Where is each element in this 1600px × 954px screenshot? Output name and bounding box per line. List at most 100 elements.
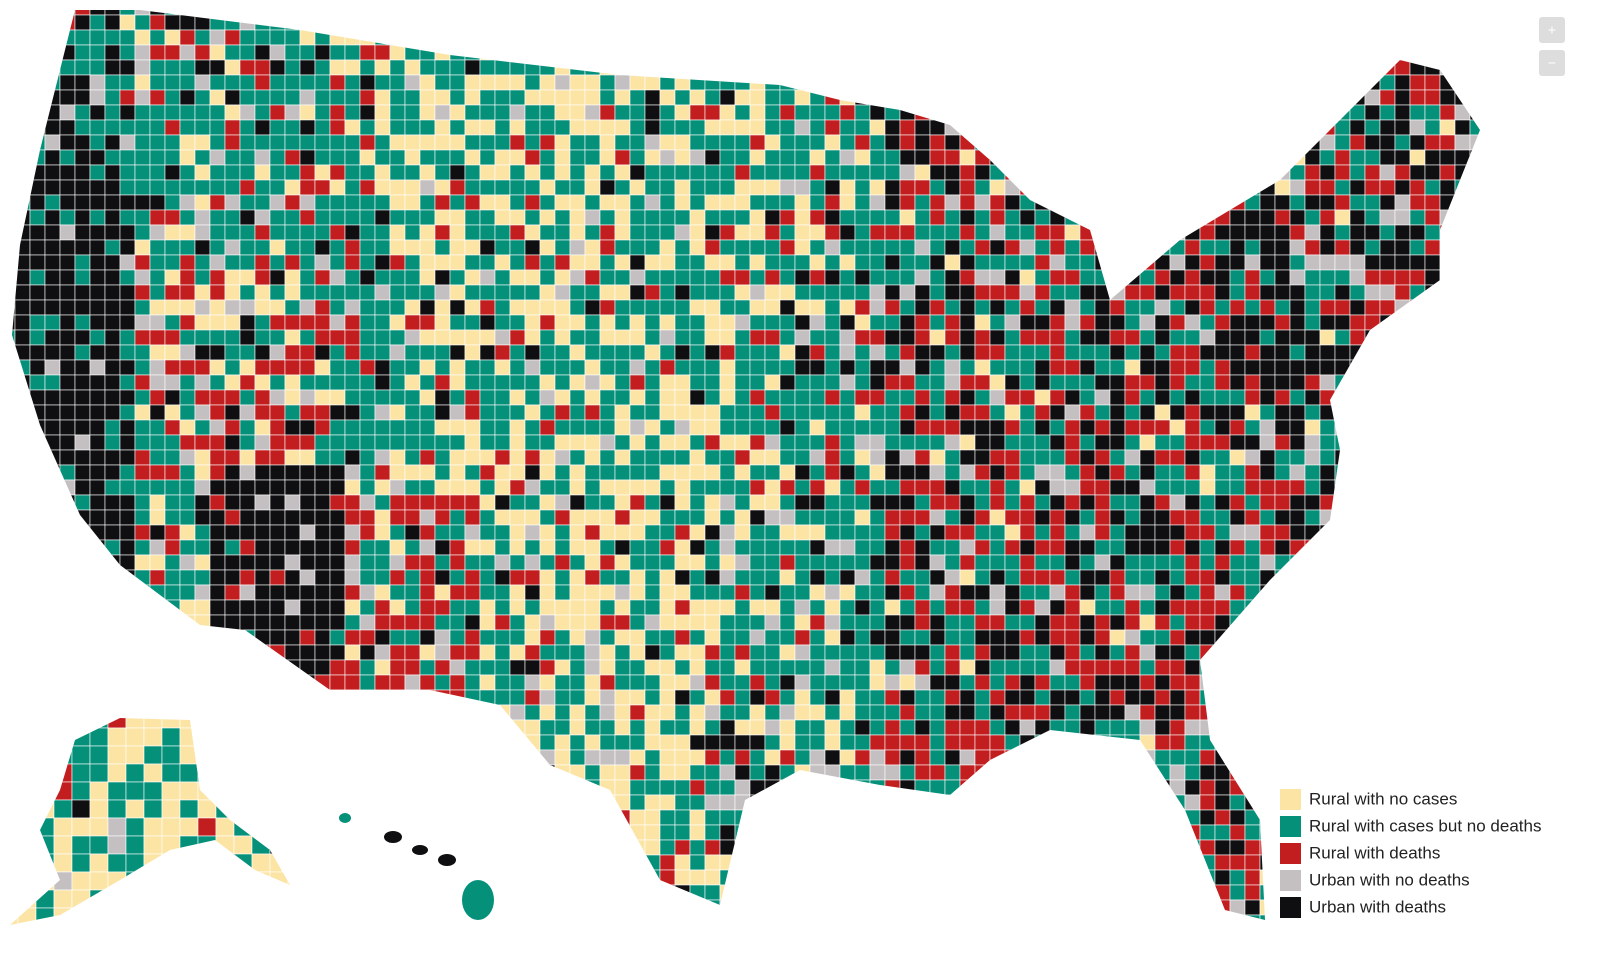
county bbox=[1049, 854, 1066, 871]
county bbox=[135, 930, 150, 945]
county bbox=[704, 419, 721, 436]
county bbox=[449, 329, 466, 346]
county bbox=[539, 689, 556, 706]
county bbox=[1064, 299, 1081, 316]
county bbox=[899, 434, 916, 451]
county bbox=[899, 419, 916, 436]
county bbox=[419, 734, 436, 751]
county bbox=[509, 914, 526, 920]
county bbox=[299, 329, 316, 346]
county bbox=[479, 269, 496, 286]
county bbox=[374, 419, 391, 436]
county bbox=[974, 404, 991, 421]
county bbox=[674, 344, 691, 361]
county bbox=[164, 314, 181, 331]
county bbox=[704, 344, 721, 361]
county bbox=[419, 374, 436, 391]
county bbox=[794, 434, 811, 451]
county bbox=[329, 299, 346, 316]
county bbox=[644, 554, 661, 571]
county bbox=[944, 89, 961, 106]
county bbox=[419, 554, 436, 571]
county bbox=[1139, 149, 1156, 166]
county bbox=[299, 884, 316, 901]
county bbox=[389, 554, 406, 571]
county bbox=[689, 689, 706, 706]
county bbox=[374, 854, 391, 871]
county bbox=[269, 164, 286, 181]
county bbox=[779, 899, 796, 916]
county bbox=[419, 254, 436, 271]
county bbox=[1079, 104, 1096, 121]
county bbox=[164, 899, 181, 916]
county bbox=[884, 164, 901, 181]
county bbox=[899, 734, 916, 751]
county bbox=[44, 269, 61, 286]
county bbox=[359, 599, 376, 616]
county bbox=[479, 314, 496, 331]
county bbox=[12, 209, 16, 226]
counties bbox=[12, 10, 1480, 945]
county bbox=[119, 644, 136, 661]
county bbox=[209, 464, 226, 481]
county bbox=[959, 689, 976, 706]
county bbox=[1079, 44, 1096, 61]
county bbox=[374, 179, 391, 196]
county bbox=[224, 359, 241, 376]
county bbox=[794, 389, 811, 406]
county bbox=[614, 239, 631, 256]
county bbox=[374, 479, 391, 496]
county bbox=[749, 509, 766, 526]
county bbox=[719, 299, 736, 316]
county bbox=[29, 10, 46, 16]
county bbox=[224, 509, 241, 526]
county bbox=[89, 554, 106, 571]
county bbox=[299, 194, 316, 211]
county bbox=[1004, 899, 1021, 916]
county bbox=[914, 344, 931, 361]
county bbox=[374, 10, 391, 16]
county bbox=[959, 539, 976, 556]
county bbox=[404, 164, 421, 181]
county bbox=[569, 914, 586, 920]
county bbox=[1019, 674, 1036, 691]
county bbox=[1109, 479, 1126, 496]
county bbox=[12, 539, 16, 556]
county bbox=[824, 884, 841, 901]
county bbox=[584, 89, 601, 106]
county bbox=[449, 14, 466, 31]
county bbox=[14, 614, 31, 631]
county bbox=[269, 209, 286, 226]
county bbox=[1169, 389, 1186, 406]
county bbox=[899, 704, 916, 721]
county bbox=[719, 104, 736, 121]
county bbox=[389, 764, 406, 781]
county bbox=[134, 179, 151, 196]
county bbox=[1064, 839, 1081, 856]
county bbox=[479, 10, 496, 16]
county bbox=[224, 599, 241, 616]
county bbox=[390, 930, 405, 945]
county bbox=[1079, 389, 1096, 406]
county bbox=[974, 509, 991, 526]
county bbox=[914, 494, 931, 511]
county bbox=[314, 674, 331, 691]
county bbox=[629, 164, 646, 181]
county bbox=[734, 119, 751, 136]
county bbox=[119, 389, 136, 406]
county bbox=[854, 59, 871, 76]
county bbox=[689, 374, 706, 391]
county bbox=[224, 464, 241, 481]
county bbox=[1079, 29, 1096, 46]
county bbox=[389, 59, 406, 76]
county bbox=[719, 119, 736, 136]
county bbox=[419, 599, 436, 616]
county bbox=[1124, 869, 1141, 886]
county bbox=[44, 509, 61, 526]
county bbox=[224, 74, 241, 91]
county bbox=[389, 509, 406, 526]
county bbox=[1139, 824, 1156, 841]
county bbox=[674, 869, 691, 886]
county bbox=[749, 374, 766, 391]
